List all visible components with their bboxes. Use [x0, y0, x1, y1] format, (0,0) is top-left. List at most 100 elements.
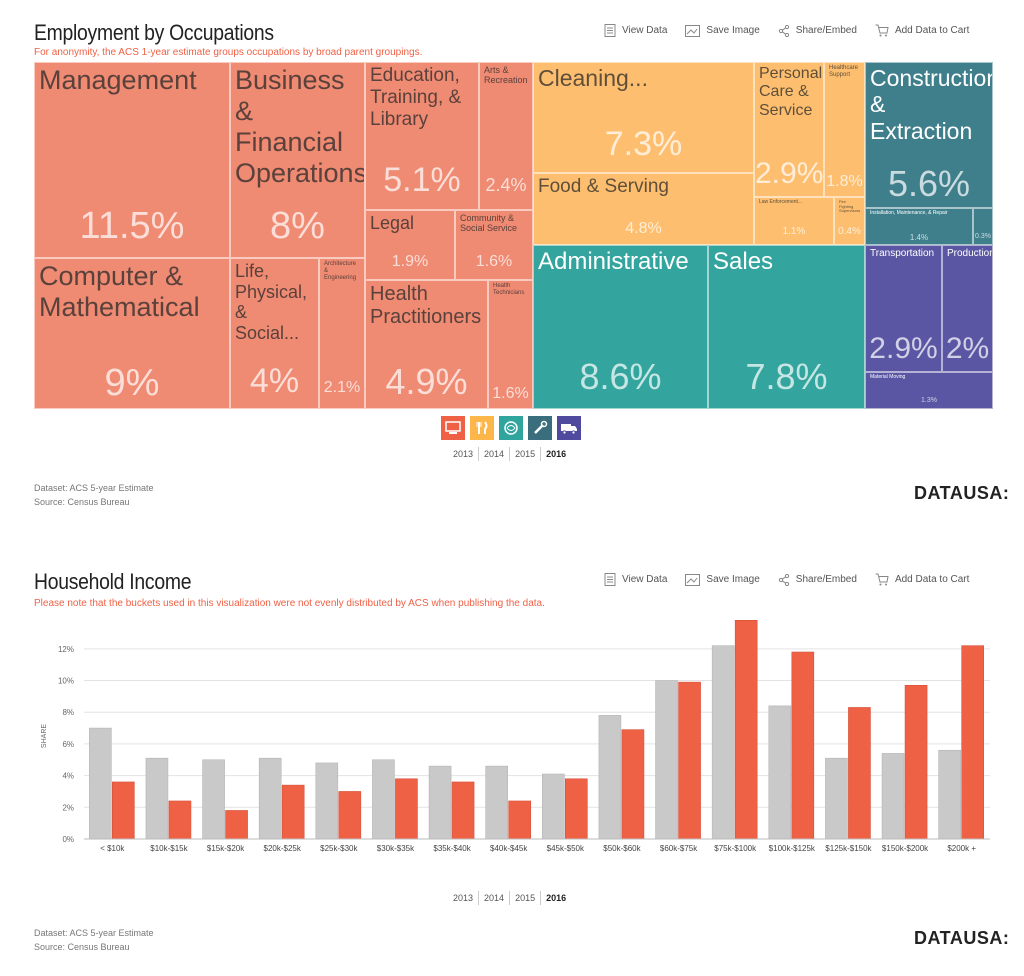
treemap-cell-label: Arts & Recreation [484, 65, 528, 86]
bar-selected [961, 645, 984, 840]
treemap-cell-arts[interactable]: Arts & Recreation 2.4% [479, 62, 533, 210]
bar-selected [225, 810, 248, 840]
bar-comparison [428, 765, 452, 840]
treemap-cell-share: 9% [104, 362, 160, 404]
view-data-button[interactable]: View Data [604, 24, 667, 37]
x-tick-label: $40k-$45k [490, 844, 528, 853]
treemap-cell-share: 8.6% [579, 356, 662, 397]
y-tick-label: 2% [62, 803, 74, 812]
treemap-cell-label: Cleaning... [538, 65, 648, 91]
x-tick-label: < $10k [100, 844, 125, 853]
treemap-cell-production[interactable]: Production 2% [942, 245, 993, 372]
bar-comparison [202, 759, 225, 840]
bar-comparison [258, 757, 282, 840]
y-tick-label: 8% [62, 708, 74, 717]
treemap-cell-label: Personal Care & Service [759, 65, 823, 119]
treemap-cell-architecture[interactable]: Architecture & Engineering 2.1% [319, 258, 365, 409]
y-tick-label: 4% [62, 772, 74, 781]
image-icon [685, 573, 701, 586]
treemap-cell-business[interactable]: Business & Financial Operations 8% [230, 62, 365, 258]
treemap-cell-administrative[interactable]: Administrative 8.6% [533, 245, 708, 409]
treemap-cell-label: Administrative [538, 248, 689, 275]
treemap-cell-label: Construction & Extraction [870, 65, 993, 144]
treemap-cell-share: 1.8% [826, 173, 863, 190]
treemap-cell-cleaning[interactable]: Cleaning... 7.3% [533, 62, 754, 173]
treemap-cell-computer[interactable]: Computer & Mathematical 9% [34, 258, 230, 409]
treemap-cell-label: Production [947, 248, 993, 259]
brain-icon[interactable] [499, 416, 523, 440]
add-to-cart-button[interactable]: Add Data to Cart [875, 24, 969, 37]
year-2013-button[interactable]: 2013 [453, 893, 474, 903]
add-to-cart-label: Add Data to Cart [894, 25, 970, 36]
share-embed-button[interactable]: Share/Embed [778, 24, 857, 37]
save-image-button[interactable]: Save Image [685, 573, 760, 586]
year-2015-button[interactable]: 2015 [509, 447, 540, 461]
year-2015-button[interactable]: 2015 [509, 891, 540, 905]
treemap-cell-management[interactable]: Management 11.5% [34, 62, 230, 258]
save-image-button[interactable]: Save Image [685, 24, 760, 37]
treemap-cell-share: 2.4% [485, 175, 527, 195]
income-toolbar: View Data Save Image Share/Embed Add Dat… [604, 573, 969, 586]
occupations-year-selector: 2013 2014 2015 2016 [448, 447, 571, 461]
year-2013-button[interactable]: 2013 [453, 449, 474, 459]
cart-icon [875, 573, 889, 586]
treemap-cell-firefighting[interactable]: Fire Fighting Supervisors 0.4% [834, 197, 865, 245]
treemap-cell-health-tech[interactable]: Health Technicians 1.6% [488, 280, 533, 409]
add-to-cart-label: Add Data to Cart [894, 574, 970, 585]
income-year-selector: 2013 2014 2015 2016 [448, 891, 571, 905]
household-income-chart: 0% 2% 4% 6% 8% 10% 12% SHARE < $10k $10k-$15k $15k… [41, 620, 990, 853]
treemap-cell-material[interactable]: Material Moving 1.3% [865, 372, 993, 409]
y-tick-label: 12% [58, 645, 74, 654]
share-embed-button[interactable]: Share/Embed [778, 573, 857, 586]
food-icon[interactable] [470, 416, 494, 440]
income-meta: Dataset: ACS 5-year Estimate Source: Cen… [34, 926, 154, 954]
year-2014-button[interactable]: 2014 [478, 447, 509, 461]
x-tick-label: $100k-$125k [769, 844, 816, 853]
treemap-cell-construction[interactable]: Construction & Extraction 5.6% [865, 62, 993, 208]
bar-comparison [711, 645, 735, 840]
treemap-cell-label: Life, Physical, & Social... [235, 261, 308, 344]
treemap-cell-law-enforcement[interactable]: Law Enforcement... 1.1% [754, 197, 834, 245]
treemap-cell-label: Fire Fighting Supervisors [839, 199, 861, 214]
treemap-cell-label: Education, Training, & Library [370, 65, 462, 130]
wrench-icon[interactable] [528, 416, 552, 440]
view-data-button[interactable]: View Data [604, 573, 667, 586]
truck-icon[interactable] [557, 416, 581, 440]
treemap-cell-healthcare-support[interactable]: Healthcare Support 1.8% [824, 62, 865, 197]
y-tick-label: 6% [62, 740, 74, 749]
bar-selected [678, 681, 701, 840]
year-2014-button[interactable]: 2014 [478, 891, 509, 905]
treemap-cell-label: Health Practitioners [370, 283, 482, 328]
year-2016-button[interactable]: 2016 [540, 447, 571, 461]
bar-comparison [768, 705, 792, 840]
treemap-cell-transportation[interactable]: Transportation 2.9% [865, 245, 942, 372]
treemap-cell-food[interactable]: Food & Serving 4.8% [533, 173, 754, 245]
treemap-cell-education[interactable]: Education, Training, & Library 5.1% [365, 62, 479, 210]
treemap-cell-health-pract[interactable]: Health Practitioners 4.9% [365, 280, 488, 409]
treemap-cell-legal[interactable]: Legal 1.9% [365, 210, 455, 280]
bar-selected [621, 729, 645, 840]
image-icon [685, 24, 701, 37]
treemap-cell-share: 1.4% [909, 233, 929, 242]
treemap-cell-label: Community & Social Service [460, 213, 518, 234]
treemap-cell-community[interactable]: Community & Social Service 1.6% [455, 210, 533, 280]
bar-comparison [145, 757, 169, 840]
treemap-cell-label: Law Enforcement... [759, 199, 803, 205]
bar-selected [451, 781, 475, 840]
treemap-cell-personal[interactable]: Personal Care & Service 2.9% [754, 62, 824, 197]
treemap-cell-sales[interactable]: Sales 7.8% [708, 245, 865, 409]
add-to-cart-button[interactable]: Add Data to Cart [875, 573, 969, 586]
bar-selected [791, 651, 815, 840]
treemap-cell-share: 0.3% [975, 233, 991, 240]
treemap-cell-share: 8% [270, 205, 325, 247]
y-axis-label: SHARE [41, 724, 48, 748]
treemap-cell-installation[interactable]: Installation, Maintenance, & Repair 1.4% [865, 208, 973, 245]
treemap-cell-farming[interactable]: 0.3% [973, 208, 993, 245]
y-tick-label: 0% [62, 835, 74, 844]
treemap-cell-share: 1.6% [492, 385, 529, 402]
year-2016-button[interactable]: 2016 [540, 891, 571, 905]
computer-icon[interactable] [441, 416, 465, 440]
x-tick-label: $200k + [947, 844, 976, 853]
treemap-cell-life[interactable]: Life, Physical, & Social... 4% [230, 258, 319, 409]
document-icon [604, 573, 616, 586]
